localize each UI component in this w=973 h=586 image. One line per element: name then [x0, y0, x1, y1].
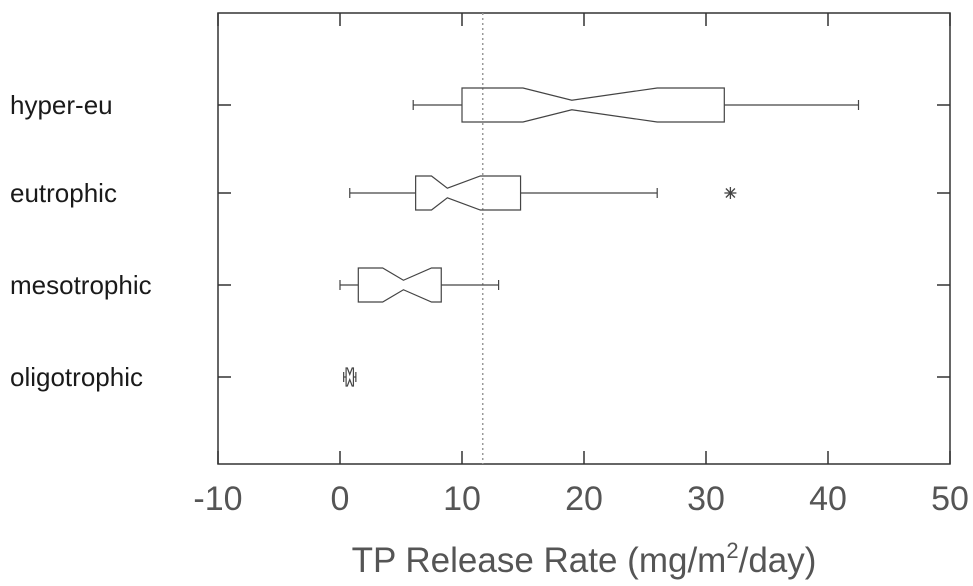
- category-label-mesotrophic: mesotrophic: [10, 270, 152, 300]
- x-axis-title: TP Release Rate (mg/m2/day): [352, 538, 817, 580]
- plot-frame: [217, 12, 951, 465]
- x-tick-label: 0: [331, 480, 350, 518]
- notched-box: [461, 87, 725, 123]
- notched-box: [357, 267, 442, 303]
- box-oligotrophic: [343, 367, 357, 387]
- x-tick-label: 10: [443, 480, 481, 518]
- x-tick-label: 40: [809, 480, 847, 518]
- notched-box: [415, 175, 522, 211]
- notched-box: [345, 367, 355, 387]
- x-tick-label: 20: [565, 480, 603, 518]
- x-tick-label: -10: [193, 480, 242, 518]
- category-label-eutrophic: eutrophic: [10, 178, 117, 208]
- outlier-marker: [724, 187, 737, 199]
- category-label-oligotrophic: oligotrophic: [10, 362, 143, 392]
- box-eutrophic: [349, 175, 737, 211]
- box-mesotrophic: [339, 267, 500, 303]
- box-hyper-eu: [412, 87, 860, 123]
- x-tick-label: 30: [687, 480, 725, 518]
- x-tick-label: 50: [931, 480, 969, 518]
- category-label-hyper-eu: hyper-eu: [10, 90, 113, 120]
- outlier-stroke: [725, 188, 736, 198]
